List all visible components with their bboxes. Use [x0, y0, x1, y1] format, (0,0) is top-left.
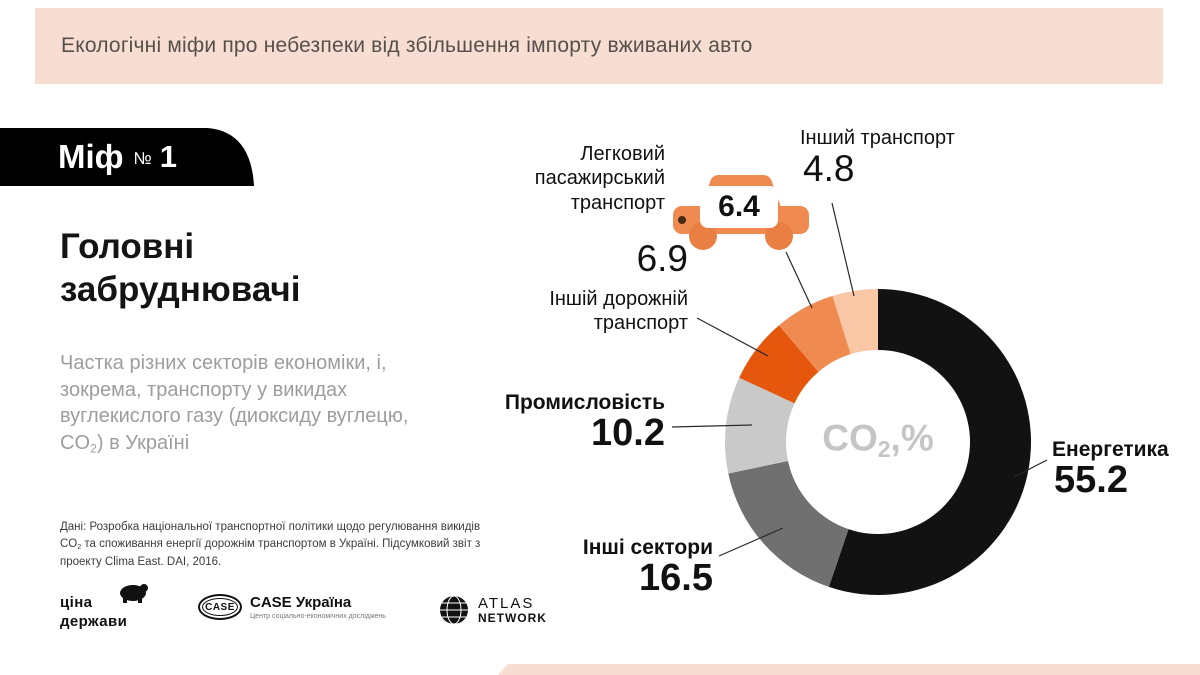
car-icon	[673, 175, 809, 250]
chart-description: Частка різних секторів економіки, і, зок…	[60, 350, 432, 457]
myth-badge-text: Міф № 1	[58, 128, 177, 186]
tsina-logo-line1: ціна	[60, 594, 93, 611]
myth-badge-word: Міф	[58, 138, 124, 175]
case-logo-title: CASE Україна	[250, 594, 352, 611]
tsina-derzhavy-logo: ціна держави	[60, 584, 148, 631]
center-label-sub2: 2	[877, 435, 891, 462]
segment-label-other-transport: Інший транспорт	[800, 127, 955, 149]
source-note-text: Дані: Розробка національної транспортної…	[60, 521, 481, 551]
partner-logos: ціна держави CASE CASE Україна Центр соц…	[60, 584, 547, 631]
donut-chart	[725, 289, 1031, 595]
donut-segment-1	[728, 460, 849, 587]
atlas-network-logo: ATLAS NETWORK	[438, 594, 547, 626]
case-oval-icon: CASE	[198, 594, 242, 620]
page-title-line2: забруднювачі	[60, 269, 301, 309]
segment-label-other-road: Іншій дорожній транспорт	[549, 288, 688, 335]
donut-segment-0	[828, 289, 1031, 595]
donut-center-label: CO2,%	[822, 417, 933, 462]
page-title-line1: Головні	[60, 227, 195, 266]
segment-value-industry: 10.2	[591, 412, 665, 454]
atlas-logo-line2: NETWORK	[477, 610, 547, 625]
source-note: Дані: Розробка національної транспортної…	[60, 519, 498, 571]
tsina-logo-line2: держави	[60, 613, 128, 631]
globe-icon	[439, 595, 468, 625]
atlas-logo-line1: ATLAS	[477, 594, 535, 612]
source-note-co2-sub: 2	[77, 543, 82, 552]
segment-label-industry: Промисловість	[504, 391, 665, 414]
myth-badge-numero: №	[133, 149, 152, 168]
source-note-text-tail: та споживання енергії дорожнім транспорт…	[60, 538, 481, 568]
segment-value-passenger-car: 6.4	[718, 190, 760, 223]
bottom-accent-strip	[498, 664, 1200, 675]
segment-value-other-road: 6.9	[636, 238, 688, 279]
segment-label-other-sectors: Інші сектори	[582, 536, 713, 559]
segment-label-energy: Енергетика	[1052, 438, 1169, 461]
piggy-bank-icon	[120, 584, 148, 603]
description-text-tail: ) в Україні	[96, 431, 190, 454]
case-oval-text: CASE	[205, 601, 235, 613]
donut-segment-4	[779, 295, 851, 372]
donut-segment-5	[832, 289, 878, 355]
segment-value-other-transport: 4.8	[803, 148, 855, 189]
segment-value-energy: 55.2	[1054, 459, 1128, 501]
myth-badge-number: 1	[159, 139, 178, 174]
segment-label-passenger-car: Легковий пасажирський транспорт	[534, 143, 665, 214]
myth-badge-shape	[0, 128, 254, 186]
donut-segment-2	[725, 377, 795, 474]
case-logo-subtitle: Центр соціально-економічних досліджень	[250, 613, 386, 620]
banner-title: Екологічні міфи про небезпеки від збільш…	[61, 34, 753, 57]
case-ukraine-logo: CASE CASE Україна Центр соціально-економ…	[198, 594, 386, 620]
top-banner: Екологічні міфи про небезпеки від збільш…	[35, 8, 1163, 84]
center-label-co: CO	[822, 417, 878, 459]
donut-segment-3	[739, 325, 819, 404]
page-title: Головні забруднювачі	[60, 226, 440, 311]
description-co2-sub: 2	[90, 441, 97, 456]
myth-badge: Міф № 1	[0, 128, 254, 186]
center-label-percent: ,%	[890, 417, 934, 459]
description-text: Частка різних секторів економіки, і, зок…	[60, 352, 409, 454]
segment-value-other-sectors: 16.5	[639, 557, 713, 599]
